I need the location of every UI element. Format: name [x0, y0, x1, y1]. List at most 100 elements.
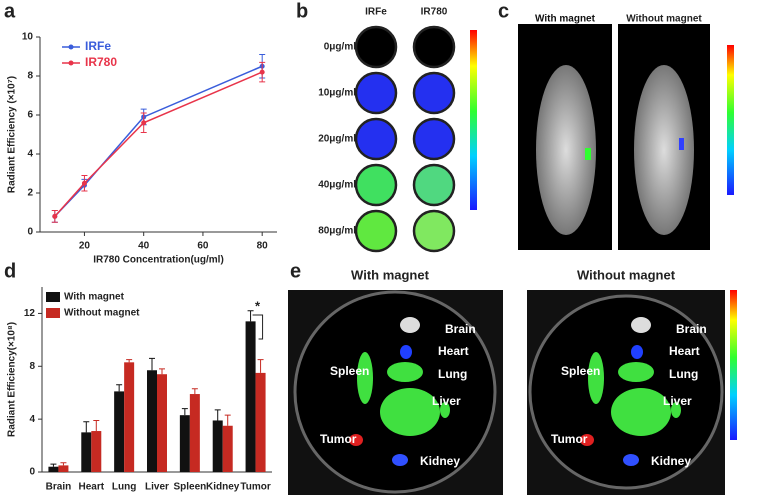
x-tick-label: Heart: [78, 482, 104, 493]
y-tick-label: 4: [27, 149, 33, 160]
bar: [81, 432, 92, 472]
well: [354, 209, 398, 253]
column-label: With magnet: [351, 267, 430, 282]
bar: [157, 374, 167, 472]
organ-label: Liver: [663, 394, 692, 408]
bar: [124, 362, 135, 472]
error-bar: [83, 421, 90, 433]
panel-label: e: [290, 260, 301, 282]
error-bar: [116, 384, 123, 392]
error-bar: [257, 359, 264, 373]
well: [412, 25, 456, 69]
organ: [357, 352, 373, 404]
well: [412, 117, 456, 161]
error-bar: [126, 359, 133, 363]
legend-label: With magnet: [64, 292, 125, 303]
legend-swatch: [68, 44, 74, 50]
organ: [623, 454, 639, 466]
error-bar: [60, 462, 67, 466]
organ-label: Heart: [669, 344, 700, 358]
color-bar: [727, 45, 734, 195]
bar: [147, 370, 157, 472]
bar: [179, 415, 190, 472]
y-tick-label: 8: [27, 71, 33, 82]
organ-label: Lung: [669, 367, 698, 381]
row-label: 40μg/ml: [318, 180, 356, 191]
y-tick-label: 4: [29, 414, 35, 425]
well: [412, 163, 456, 207]
x-axis-label: IR780 Concentration(ug/ml): [93, 255, 224, 266]
color-bar: [470, 30, 477, 210]
significance-bracket: [252, 314, 264, 340]
error-bar: [214, 409, 221, 421]
organ-label: Brain: [445, 322, 476, 336]
y-axis-label: Radiant Efficiency(×10⁸): [7, 322, 18, 437]
well: [354, 71, 398, 115]
column-label: With magnet: [535, 14, 596, 25]
x-tick-label: 20: [79, 241, 91, 252]
organ-label: Tumor: [320, 432, 357, 446]
point: [141, 120, 147, 126]
organ-label: Kidney: [651, 454, 691, 468]
plate-panel: IRFe IR780 0μg/ml 10μg/ml 20μg/ml 40μg/ml 80…: [318, 7, 477, 253]
bar: [212, 420, 223, 472]
well: [354, 163, 398, 207]
row-label: 10μg/ml: [318, 88, 356, 99]
organ: [618, 362, 654, 382]
organ-label: Tumor: [551, 432, 588, 446]
error-bar: [191, 388, 198, 395]
organ: [380, 388, 440, 436]
organ: [440, 402, 450, 418]
y-tick-label: 6: [27, 110, 33, 121]
signal: [679, 138, 684, 150]
organ: [400, 317, 420, 333]
organ: [349, 434, 363, 446]
column-label: IRFe: [365, 7, 387, 18]
annotation: *: [255, 298, 261, 313]
well: [354, 25, 398, 69]
error-bar: [149, 357, 155, 371]
y-tick-label: 0: [27, 227, 33, 238]
point: [259, 69, 265, 75]
error-bar: [159, 368, 165, 375]
organ-label: Spleen: [561, 364, 600, 378]
legend-label: Without magnet: [64, 308, 140, 319]
bar: [245, 321, 256, 472]
legend-swatch: [46, 292, 60, 302]
mouse: [536, 65, 596, 235]
legend-label: IR780: [85, 55, 117, 69]
bar: [114, 391, 125, 472]
organ-label: Heart: [438, 344, 469, 358]
point: [81, 180, 87, 186]
legend-swatch: [68, 60, 74, 66]
organ: [588, 352, 604, 404]
legend-swatch: [46, 308, 60, 318]
organ: [671, 402, 681, 418]
bar: [189, 394, 200, 472]
x-tick-label: 60: [197, 241, 209, 252]
x-tick-label: 80: [257, 241, 269, 252]
x-tick-label: Lung: [112, 482, 136, 493]
row-label: 80μg/ml: [318, 226, 356, 237]
line-chart: 0 2 4 6 8 10 Radiant Efficiency (×10⁷) IRFe IR78…: [7, 32, 277, 266]
x-tick-label: Tumor: [240, 482, 270, 493]
organ-label: Spleen: [330, 364, 369, 378]
error-bar: [50, 463, 57, 467]
organ-label: Liver: [432, 394, 461, 408]
bar: [58, 465, 69, 472]
x-tick-label: Spleen: [173, 482, 206, 493]
panel-label: b: [296, 0, 308, 22]
x-tick-label: 40: [138, 241, 150, 252]
organ: [400, 345, 412, 359]
bar: [255, 372, 266, 472]
organ-label: Kidney: [420, 454, 460, 468]
signal: [585, 148, 591, 160]
row-label: 20μg/ml: [318, 134, 356, 145]
column-label: Without magnet: [626, 14, 702, 25]
well: [412, 71, 456, 115]
error-bar: [93, 419, 100, 432]
error-bar: [181, 408, 188, 416]
x-tick-label: Kidney: [206, 482, 240, 493]
y-tick-label: 2: [27, 188, 33, 199]
